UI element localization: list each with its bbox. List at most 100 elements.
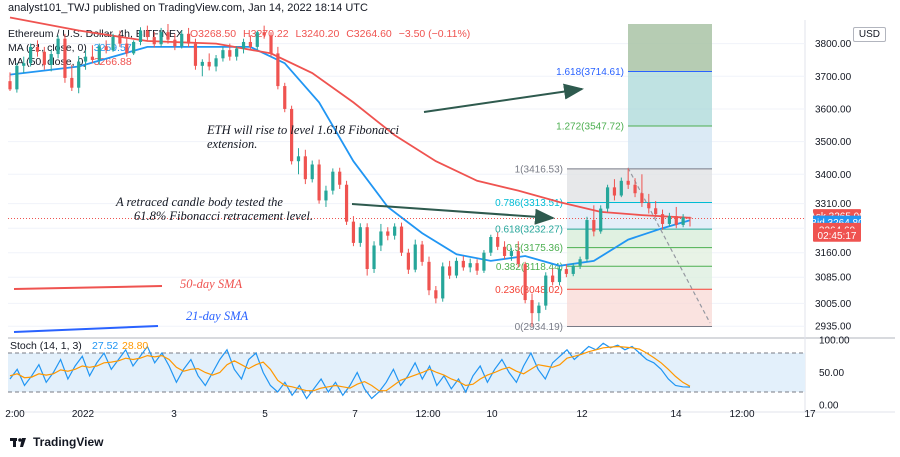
candle-body — [626, 180, 630, 185]
candle — [640, 174, 644, 207]
candle-body — [303, 156, 307, 180]
x-tick-label: 7 — [352, 409, 358, 420]
candle — [571, 263, 575, 277]
candle-body — [592, 220, 596, 232]
change-value: −3.50 (−0.11%) — [398, 28, 471, 40]
sma50-sample-line — [13, 285, 163, 290]
symbol-name: Ethereum / U.S. Dollar, 4h, BITFINEX — [8, 28, 184, 40]
candle-body — [633, 184, 637, 194]
candle — [317, 159, 321, 204]
candle — [324, 185, 328, 207]
fib-level-label: 0.5(3175.36) — [506, 243, 563, 254]
candle-body — [667, 216, 671, 224]
candle-body — [386, 231, 390, 236]
y-tick-label: 3160.00 — [815, 248, 852, 259]
annotation-sma21: 21-day SMA — [186, 309, 248, 323]
candle — [241, 38, 246, 54]
candle-body — [358, 227, 362, 243]
ma21-label: MA (21, close, 0) — [8, 42, 87, 54]
candle — [365, 223, 369, 276]
candle-body — [276, 53, 280, 87]
candle-body — [235, 48, 239, 57]
price-badge-text: 3264.60 — [819, 225, 856, 236]
candle — [214, 55, 218, 72]
candle-body — [413, 244, 417, 270]
stoch-k-value: 27.52 — [92, 340, 118, 352]
candle — [502, 241, 507, 260]
y-tick-label: 3500.00 — [815, 137, 852, 148]
candle-body — [585, 220, 589, 260]
price-badge: Ask 3265.00 — [809, 209, 865, 223]
sma21-sample-line — [13, 325, 159, 333]
fib-level-label: 0.618(3232.27) — [495, 225, 563, 236]
low-value: L3240.20 — [295, 28, 340, 40]
x-tick-label: 10 — [486, 409, 498, 420]
x-tick-label: 17 — [804, 409, 816, 420]
candle-body — [688, 217, 692, 219]
candle — [557, 265, 562, 286]
price-badge: Bid 3264.80 — [810, 215, 864, 229]
candle-body — [379, 231, 383, 246]
candle-body — [454, 260, 459, 276]
candle-body — [516, 251, 520, 265]
candle-body — [489, 237, 493, 253]
candle-body — [372, 245, 376, 270]
x-tick-label: 14 — [670, 409, 682, 420]
currency-button[interactable]: USD — [852, 27, 886, 42]
candle — [496, 232, 500, 251]
candle — [674, 206, 678, 229]
candle — [386, 227, 390, 241]
candle — [235, 46, 239, 61]
candle — [612, 179, 617, 201]
fib-level-label: 0(2934.19) — [515, 322, 563, 333]
candle-body — [674, 216, 678, 225]
y-tick-label: 3310.00 — [815, 199, 852, 210]
ma21-line — [9, 46, 691, 267]
candle-body — [290, 108, 294, 162]
candle-body — [564, 269, 568, 274]
footer-brand[interactable]: TradingView — [10, 435, 103, 449]
candle-body — [8, 81, 12, 90]
candle — [633, 178, 637, 198]
candle-body — [283, 86, 287, 109]
candle-body — [496, 237, 500, 247]
candle — [447, 260, 452, 279]
candle — [626, 168, 630, 189]
fib-zone — [567, 168, 712, 203]
stoch-y-tick-label: 100.00 — [819, 336, 850, 347]
candle — [537, 302, 541, 322]
fib-zone — [567, 229, 712, 248]
candle — [310, 160, 314, 183]
candle-body — [482, 252, 486, 271]
candle — [599, 205, 603, 234]
candle-body — [530, 300, 534, 314]
candle-body — [406, 252, 410, 270]
candle — [413, 239, 417, 273]
candle-body — [15, 65, 19, 90]
candle-body — [544, 275, 548, 306]
candle — [544, 272, 548, 310]
candle-body — [654, 208, 658, 215]
tradingview-logo-icon — [10, 438, 26, 447]
candle-body — [571, 265, 575, 274]
candle-body — [248, 41, 253, 47]
candle — [132, 40, 136, 56]
ma50-value: 3266.88 — [93, 56, 132, 68]
ma50-legend[interactable]: MA (50, close, 0) 3266.88 — [8, 56, 132, 68]
candle — [303, 149, 307, 185]
candle-body — [475, 263, 479, 271]
candle — [351, 216, 356, 247]
fib-zone — [567, 289, 712, 327]
candle — [667, 212, 671, 227]
candle — [420, 240, 424, 266]
candle-body — [468, 263, 472, 268]
candle — [221, 46, 225, 62]
candle-body — [228, 50, 232, 57]
ma21-legend[interactable]: MA (21, close, 0) 3259.57 — [8, 42, 132, 54]
annotation-eth-rise-line2: extension. — [207, 137, 257, 151]
candle-body — [537, 305, 541, 314]
candle — [688, 216, 692, 227]
y-tick-label: 3400.00 — [815, 170, 852, 181]
candle-body — [317, 164, 321, 201]
